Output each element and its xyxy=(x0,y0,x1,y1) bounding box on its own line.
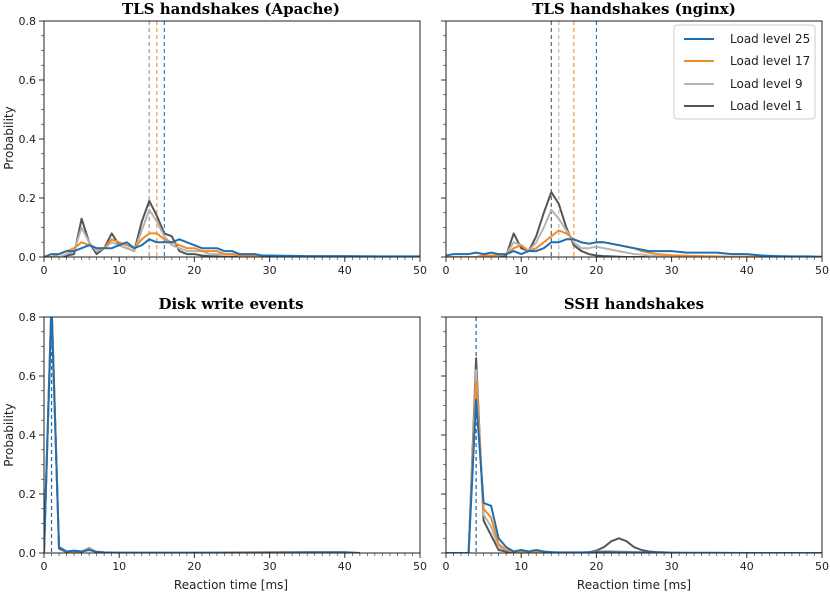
series-line-load-level-25 xyxy=(44,317,360,553)
series-line-load-level-9 xyxy=(446,208,822,257)
panel-title-disk-write: Disk write events xyxy=(158,295,303,313)
x-tick-label: 20 xyxy=(589,560,603,573)
series-line-load-level-1 xyxy=(44,317,360,553)
x-tick-label: 20 xyxy=(589,264,603,277)
series-line-load-level-17 xyxy=(446,229,822,257)
series-line-load-level-17 xyxy=(44,317,360,553)
series-line-load-level-25 xyxy=(44,238,420,257)
x-tick-label: 30 xyxy=(665,560,679,573)
x-tick-label: 0 xyxy=(41,264,48,277)
legend: Load level 25 Load level 17 Load level 9… xyxy=(673,24,816,120)
y-axis-label-top: Probability xyxy=(2,106,16,169)
panel-ssh: 0 10 20 30 40 50 xyxy=(441,316,829,573)
x-tick-label: 50 xyxy=(815,264,829,277)
axes-frame xyxy=(43,316,421,554)
y-tick-label: 0.4 xyxy=(19,133,37,146)
series-group xyxy=(446,317,822,553)
y-tick-label: 0.4 xyxy=(19,429,37,442)
x-tick-label: 50 xyxy=(815,560,829,573)
y-tick-label: 0.8 xyxy=(19,15,37,28)
y-tick-label: 0.2 xyxy=(19,192,37,205)
x-tick-label: 30 xyxy=(263,264,277,277)
series-line-load-level-9 xyxy=(44,208,420,257)
panel-title-tls-nginx: TLS handshakes (nginx) xyxy=(532,0,736,18)
panel-title-tls-apache: TLS handshakes (Apache) xyxy=(122,0,340,18)
panel-tls-nginx: 0 10 20 30 40 50 xyxy=(441,20,829,277)
y-tick-label: 0.0 xyxy=(19,251,37,264)
x-tick-label: 40 xyxy=(338,560,352,573)
series-group xyxy=(44,317,360,553)
x-tick-label: 50 xyxy=(413,264,427,277)
y-tick-label: 0.6 xyxy=(19,74,37,87)
series-line-load-level-17 xyxy=(446,380,822,553)
x-tick-label: 0 xyxy=(443,560,450,573)
series-line-load-level-25 xyxy=(446,238,822,257)
panel-disk-write: 0 10 20 30 40 50 0.0 0.2 0.4 0.6 0.8 xyxy=(19,311,428,573)
x-tick-label: 30 xyxy=(665,264,679,277)
y-tick-label: 0.6 xyxy=(19,370,37,383)
x-tick-label: 10 xyxy=(112,560,126,573)
x-tick-label: 20 xyxy=(187,560,201,573)
series-line-load-level-1 xyxy=(446,357,822,553)
series-line-load-level-9 xyxy=(44,317,360,553)
x-tick-label: 20 xyxy=(187,264,201,277)
axes-frame xyxy=(445,20,823,258)
x-tick-label: 10 xyxy=(112,264,126,277)
x-tick-label: 30 xyxy=(263,560,277,573)
x-tick-label: 10 xyxy=(514,264,528,277)
x-tick-label: 40 xyxy=(338,264,352,277)
series-line-load-level-17 xyxy=(44,232,420,257)
series-line-load-level-1 xyxy=(44,199,420,257)
x-tick-label: 50 xyxy=(413,560,427,573)
series-line-load-level-1 xyxy=(446,191,822,257)
x-tick-label: 40 xyxy=(740,264,754,277)
axes-frame xyxy=(43,20,421,258)
series-line-load-level-9 xyxy=(446,369,822,553)
axes-frame xyxy=(445,316,823,554)
panel-title-ssh: SSH handshakes xyxy=(564,295,704,313)
series-line-load-level-25 xyxy=(446,398,822,553)
y-axis-label-bottom: Probability xyxy=(2,403,16,466)
legend-box xyxy=(673,24,816,120)
legend-label-9: Load level 9 xyxy=(730,77,803,91)
y-tick-label: 0.8 xyxy=(19,311,37,324)
series-group xyxy=(44,21,420,257)
legend-label-25: Load level 25 xyxy=(730,32,810,46)
x-tick-label: 10 xyxy=(514,560,528,573)
panel-tls-apache: 0 10 20 30 40 50 0.0 0.2 0.4 0.6 0.8 xyxy=(19,15,428,277)
legend-label-1: Load level 1 xyxy=(730,99,803,113)
x-axis-label-left: Reaction time [ms] xyxy=(174,578,288,592)
legend-label-17: Load level 17 xyxy=(730,54,810,68)
y-tick-label: 0.2 xyxy=(19,488,37,501)
x-tick-label: 40 xyxy=(740,560,754,573)
x-tick-label: 0 xyxy=(41,560,48,573)
x-axis-label-right: Reaction time [ms] xyxy=(577,578,691,592)
x-tick-label: 0 xyxy=(443,264,450,277)
y-tick-label: 0.0 xyxy=(19,547,37,560)
